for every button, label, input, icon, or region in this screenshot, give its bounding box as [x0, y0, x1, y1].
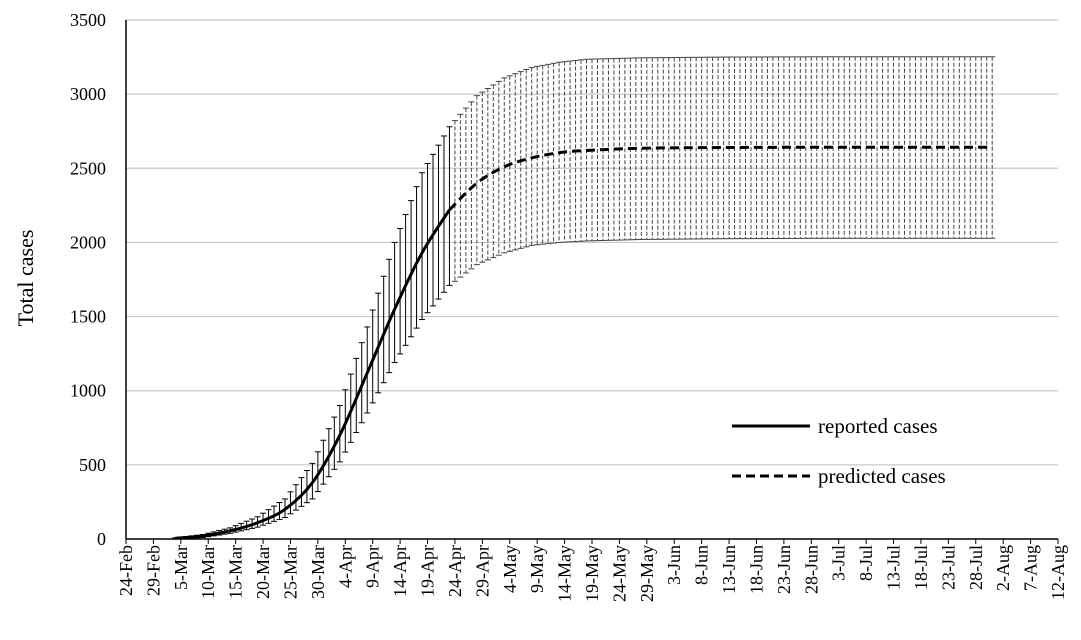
x-tick-label: 4-Apr: [335, 545, 355, 588]
y-tick-label: 1500: [70, 307, 106, 327]
x-tick-label: 28-Jul: [966, 545, 986, 590]
axes: [125, 20, 1059, 544]
x-tick-label: 23-Jul: [938, 545, 958, 590]
y-tick-label: 500: [79, 455, 106, 475]
y-tick-label: 3500: [70, 10, 106, 30]
x-tick-label: 19-Apr: [418, 545, 438, 597]
x-tick-label: 13-Jun: [719, 545, 739, 594]
x-tick-label: 9-May: [527, 545, 547, 593]
x-tick-label: 7-Aug: [1021, 545, 1041, 591]
x-tick-label: 20-Mar: [253, 545, 273, 599]
x-tick-label: 13-Jul: [884, 545, 904, 590]
x-tick-label: 9-Apr: [363, 545, 383, 588]
x-tick-label: 4-May: [500, 545, 520, 593]
series-line-predicted-cases: [448, 145, 993, 211]
x-tick-label: 30-Mar: [308, 545, 328, 599]
x-tick-label: 2-Aug: [993, 545, 1013, 591]
x-tick-label: 15-Mar: [226, 545, 246, 599]
x-tick-label: 29-Feb: [143, 545, 163, 596]
y-tick-label: 3000: [70, 84, 106, 104]
y-tick-label: 1000: [70, 381, 106, 401]
x-tick-label: 10-Mar: [198, 545, 218, 599]
x-tick-label: 19-May: [582, 545, 602, 602]
x-tick-label: 29-May: [637, 545, 657, 602]
series-lines: [175, 145, 993, 540]
x-tick-label: 25-Mar: [280, 545, 300, 599]
x-tick-label: 18-Jun: [746, 545, 766, 594]
x-tick-label: 3-Jun: [664, 545, 684, 585]
y-axis-title: Total cases: [13, 230, 38, 327]
legend: reported cases predicted cases: [732, 414, 946, 488]
x-tick-label: 14-Apr: [390, 545, 410, 597]
y-tick-label: 2000: [70, 232, 106, 252]
x-tick-label: 29-Apr: [472, 545, 492, 597]
x-tick-label: 24-Feb: [116, 545, 136, 596]
x-tick-label: 8-Jun: [692, 545, 712, 585]
legend-label: reported cases: [818, 414, 938, 438]
x-tick-label: 24-May: [609, 545, 629, 602]
x-tick-label: 23-Jun: [774, 545, 794, 594]
x-tick-label: 5-Mar: [171, 545, 191, 590]
x-tick-label: 3-Jul: [829, 545, 849, 581]
x-tick-label: 28-Jun: [801, 545, 821, 594]
x-tick-label: 18-Jul: [911, 545, 931, 590]
y-tick-label: 0: [97, 529, 106, 549]
y-tick-label: 2500: [70, 158, 106, 178]
y-tick-labels: 0 500 1000 1500 2000 2500 3000 3500: [70, 10, 106, 549]
x-tick-label: 14-May: [555, 545, 575, 602]
legend-label: predicted cases: [818, 464, 946, 488]
x-tick-labels: 24-Feb 29-Feb 5-Mar 10-Mar 15-Mar 20-Mar 25-Ma…: [116, 545, 1068, 602]
x-tick-label: 8-Jul: [856, 545, 876, 581]
x-tick-label: 24-Apr: [445, 545, 465, 597]
series-line-reported-cases: [175, 208, 451, 540]
x-tick-label: 12-Aug: [1048, 545, 1068, 600]
